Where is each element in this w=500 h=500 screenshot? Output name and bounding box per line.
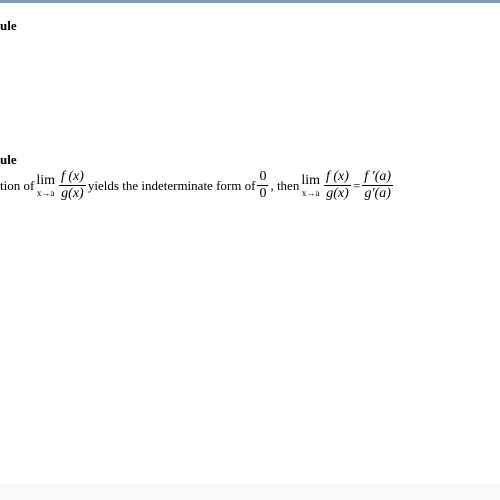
heading-fragment-2: ule (0, 152, 500, 168)
limit-1-top: lim (36, 174, 55, 188)
equals-sign: = (353, 178, 360, 194)
fraction-zero-den: 0 (257, 185, 268, 201)
text-part-3: , then (270, 178, 299, 194)
fraction-zero-num: 0 (257, 170, 268, 185)
fraction-1-den: g(x) (59, 185, 86, 201)
fraction-zero: 0 0 (257, 170, 268, 201)
fraction-2-num: f (x) (324, 170, 351, 185)
top-border (0, 0, 500, 3)
limit-2-top: lim (301, 174, 320, 188)
text-part-1: tion of (0, 178, 34, 194)
fraction-3: f ′(a) g′(a) (362, 170, 393, 201)
fraction-1-num: f (x) (59, 170, 86, 185)
document-content: ule ule tion of lim x→a f (x) g(x) yield… (0, 0, 500, 201)
math-expression-line: tion of lim x→a f (x) g(x) yields the in… (0, 170, 500, 201)
fraction-3-den: g′(a) (362, 185, 392, 201)
limit-1-sub: x→a (37, 189, 55, 198)
limit-2-sub: x→a (302, 189, 320, 198)
fraction-3-num: f ′(a) (362, 170, 393, 185)
bottom-fade (0, 484, 500, 500)
fraction-1: f (x) g(x) (59, 170, 86, 201)
text-part-2: yields the indeterminate form of (88, 178, 256, 194)
limit-1: lim x→a (36, 174, 55, 198)
fraction-2: f (x) g(x) (324, 170, 351, 201)
limit-2: lim x→a (301, 174, 320, 198)
heading-fragment-1: ule (0, 18, 500, 34)
fraction-2-den: g(x) (324, 185, 351, 201)
